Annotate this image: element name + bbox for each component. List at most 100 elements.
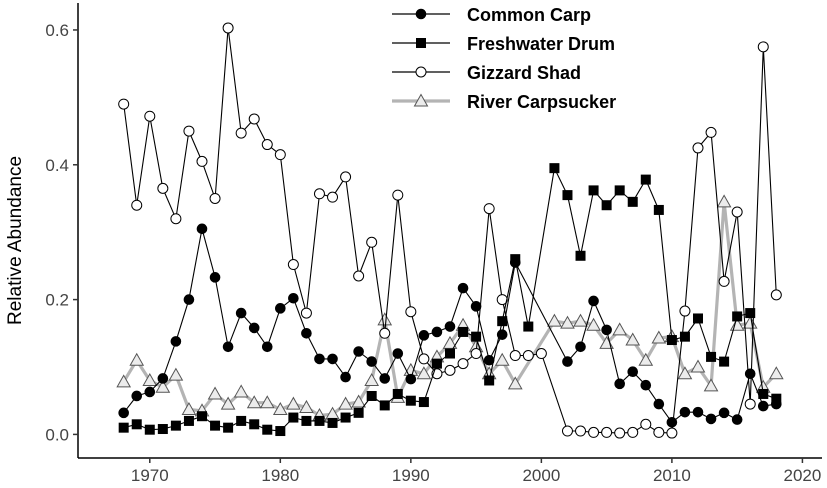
data-point-common-carp	[170, 336, 182, 347]
data-point-gizzard-shad	[392, 189, 404, 201]
data-point-freshwater-drum	[549, 163, 560, 174]
data-point-gizzard-shad	[157, 182, 169, 194]
data-point-freshwater-drum	[340, 412, 351, 423]
data-point-common-carp	[235, 307, 247, 319]
data-point-common-carp	[575, 341, 586, 353]
y-tick-label: 0.0	[45, 425, 69, 444]
data-point-freshwater-drum	[249, 419, 260, 430]
data-point-common-carp	[340, 371, 351, 383]
data-point-river-carpsucker	[220, 396, 236, 410]
data-point-common-carp	[705, 413, 717, 425]
data-point-freshwater-drum	[445, 348, 455, 359]
data-point-river-carpsucker	[299, 399, 314, 413]
legend-marker	[415, 8, 427, 20]
data-point-freshwater-drum	[758, 388, 769, 399]
data-point-gizzard-shad	[640, 418, 652, 430]
data-point-common-carp	[731, 414, 743, 425]
data-point-common-carp	[692, 406, 704, 418]
data-point-freshwater-drum	[118, 422, 129, 433]
series-common-carp	[118, 223, 782, 428]
data-point-river-carpsucker	[364, 372, 380, 386]
x-axis-ticks: 1970 1980 1990 2000 2010 2020	[131, 458, 821, 485]
data-point-freshwater-drum	[614, 185, 625, 196]
data-point-common-carp	[157, 373, 169, 384]
data-point-gizzard-shad	[300, 307, 312, 319]
legend-label: River Carpsucker	[467, 92, 616, 112]
data-point-common-carp	[627, 366, 639, 378]
data-point-freshwater-drum	[640, 174, 651, 185]
data-point-common-carp	[666, 416, 678, 428]
data-point-common-carp	[144, 386, 156, 398]
data-point-freshwater-drum	[288, 412, 299, 423]
data-point-freshwater-drum	[405, 395, 416, 406]
legend-label: Freshwater Drum	[467, 34, 615, 54]
data-point-common-carp	[509, 257, 521, 268]
data-point-freshwater-drum	[392, 388, 403, 399]
data-point-gizzard-shad	[170, 213, 182, 225]
data-point-freshwater-drum	[706, 351, 717, 362]
data-point-gizzard-shad	[718, 275, 730, 287]
data-point-freshwater-drum	[431, 358, 442, 369]
axes: 0.0 0.2 0.4 0.6 1970 1980 1990 2000 2010 2020 Re…	[5, 3, 822, 485]
data-point-river-carpsucker	[586, 317, 601, 331]
data-point-gizzard-shad	[118, 98, 130, 110]
data-point-common-carp	[314, 353, 325, 365]
data-point-river-carpsucker	[651, 330, 667, 344]
data-point-common-carp	[496, 329, 508, 340]
data-point-gizzard-shad	[379, 327, 391, 339]
legend-marker	[415, 66, 427, 78]
data-point-common-carp	[261, 341, 273, 353]
data-point-freshwater-drum	[223, 422, 234, 433]
data-point-freshwater-drum	[275, 426, 286, 437]
data-point-gizzard-shad	[522, 350, 534, 362]
x-tick-label: 2010	[653, 466, 691, 485]
data-point-freshwater-drum	[627, 196, 638, 207]
legend-label: Common Carp	[467, 5, 591, 25]
data-point-river-carpsucker	[416, 366, 432, 380]
x-tick-label: 1970	[131, 466, 169, 485]
data-point-common-carp	[418, 330, 430, 341]
data-point-river-carpsucker	[625, 332, 641, 346]
legend-item-common-carp: Common Carp	[392, 5, 591, 25]
data-point-common-carp	[679, 406, 691, 418]
data-point-gizzard-shad	[561, 425, 573, 437]
series-line-river-carpsucker	[122, 200, 778, 418]
data-point-common-carp	[640, 379, 652, 391]
data-point-gizzard-shad	[287, 259, 299, 271]
data-point-common-carp	[457, 282, 469, 294]
data-point-gizzard-shad	[405, 306, 417, 318]
data-point-common-carp	[470, 301, 482, 312]
data-point-river-carpsucker	[442, 335, 458, 349]
data-point-freshwater-drum	[719, 356, 730, 367]
y-tick-label: 0.2	[45, 291, 69, 310]
data-point-gizzard-shad	[444, 364, 456, 376]
y-tick-label: 0.4	[45, 156, 69, 175]
data-point-gizzard-shad	[248, 113, 260, 125]
data-point-common-carp	[562, 356, 573, 367]
data-point-freshwater-drum	[523, 321, 534, 332]
data-point-gizzard-shad	[235, 127, 247, 139]
data-point-gizzard-shad	[483, 203, 495, 215]
data-point-freshwater-drum	[170, 420, 181, 431]
data-point-gizzard-shad	[274, 149, 286, 161]
y-tick-label: 0.6	[45, 21, 69, 40]
data-point-freshwater-drum	[327, 417, 338, 428]
data-point-gizzard-shad	[418, 353, 430, 365]
x-tick-label: 2000	[522, 466, 560, 485]
data-point-common-carp	[771, 398, 782, 410]
data-point-gizzard-shad	[535, 348, 547, 360]
data-point-gizzard-shad	[744, 398, 756, 410]
data-point-freshwater-drum	[210, 420, 221, 431]
data-point-freshwater-drum	[197, 411, 207, 422]
data-point-gizzard-shad	[131, 199, 143, 211]
data-point-common-carp	[405, 373, 417, 385]
data-point-freshwater-drum	[236, 415, 247, 426]
data-point-gizzard-shad	[653, 426, 665, 438]
data-point-gizzard-shad	[614, 427, 626, 439]
data-point-gizzard-shad	[509, 350, 521, 362]
data-point-gizzard-shad	[575, 425, 587, 437]
data-point-gizzard-shad	[144, 110, 156, 122]
data-point-common-carp	[392, 348, 404, 359]
data-point-gizzard-shad	[222, 22, 234, 34]
